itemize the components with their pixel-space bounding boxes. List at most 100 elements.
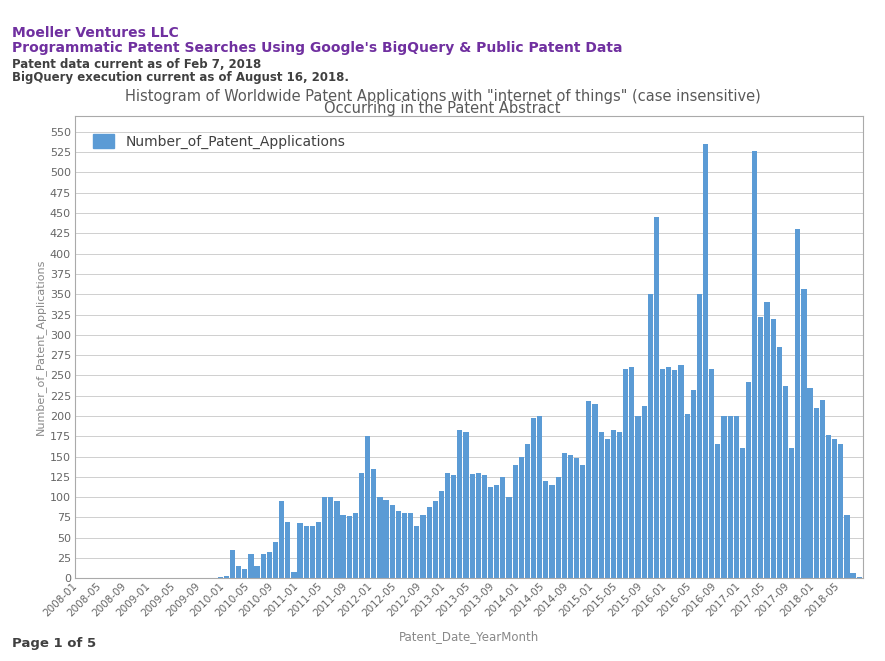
Bar (795, 229, 800, 578)
Bar (260, 554, 266, 578)
Text: Patent data current as of Feb 7, 2018: Patent data current as of Feb 7, 2018 (12, 58, 261, 71)
Bar (451, 475, 457, 578)
Bar (642, 407, 647, 578)
Bar (445, 473, 450, 578)
Bar (783, 386, 788, 578)
Bar (746, 382, 751, 578)
Bar (611, 430, 616, 578)
Bar (439, 490, 444, 578)
Bar (598, 432, 604, 578)
Text: Moeller Ventures LLC: Moeller Ventures LLC (12, 26, 178, 40)
Bar (673, 369, 678, 578)
Bar (550, 485, 555, 578)
Bar (402, 514, 407, 578)
Bar (586, 401, 591, 578)
Bar (377, 497, 382, 578)
Bar (629, 368, 635, 578)
Bar (408, 514, 413, 578)
Bar (464, 432, 468, 578)
Bar (727, 416, 733, 578)
Bar (543, 481, 549, 578)
Bar (703, 144, 708, 578)
Bar (291, 572, 296, 578)
Bar (777, 347, 782, 578)
Text: Programmatic Patent Searches Using Google's BigQuery & Public Patent Data: Programmatic Patent Searches Using Googl… (12, 41, 622, 55)
Bar (427, 507, 432, 578)
Text: Occurring in the Patent Abstract: Occurring in the Patent Abstract (324, 101, 561, 116)
Bar (789, 449, 794, 578)
Bar (709, 369, 714, 578)
Bar (236, 566, 242, 578)
Bar (341, 515, 346, 578)
Bar (685, 414, 689, 578)
Bar (844, 515, 850, 578)
Bar (273, 542, 278, 578)
Bar (690, 390, 696, 578)
Bar (230, 550, 235, 578)
Text: Histogram of Worldwide Patent Applications with "internet of things" (case insen: Histogram of Worldwide Patent Applicatio… (125, 89, 760, 104)
Bar (347, 516, 352, 578)
Bar (838, 444, 843, 578)
Bar (249, 554, 253, 578)
Bar (353, 514, 358, 578)
Bar (635, 416, 641, 578)
Bar (568, 455, 573, 578)
Text: BigQuery execution current as of August 16, 2018.: BigQuery execution current as of August … (12, 71, 349, 84)
Bar (285, 522, 290, 578)
Bar (500, 477, 505, 578)
Bar (519, 457, 524, 578)
Bar (304, 525, 309, 578)
Bar (857, 577, 862, 578)
Bar (617, 432, 622, 578)
Bar (383, 500, 389, 578)
Bar (458, 430, 463, 578)
Bar (807, 387, 812, 578)
Bar (525, 444, 530, 578)
Bar (537, 416, 543, 578)
Bar (420, 515, 426, 578)
Bar (556, 477, 561, 578)
Bar (850, 572, 856, 578)
Bar (592, 404, 597, 578)
Bar (666, 368, 672, 578)
Bar (359, 473, 364, 578)
Bar (389, 505, 395, 578)
Bar (734, 416, 739, 578)
Bar (297, 523, 303, 578)
Bar (316, 522, 321, 578)
Bar (322, 497, 327, 578)
Bar (715, 444, 720, 578)
Bar (679, 365, 683, 578)
Legend: Number_of_Patent_Applications: Number_of_Patent_Applications (82, 123, 356, 160)
Bar (740, 449, 745, 578)
Bar (512, 465, 518, 578)
Bar (396, 511, 401, 578)
Bar (494, 485, 499, 578)
Bar (506, 497, 512, 578)
Bar (580, 465, 585, 578)
Bar (660, 369, 666, 578)
Bar (470, 475, 474, 578)
Bar (765, 302, 770, 578)
Bar (813, 408, 819, 578)
Bar (266, 553, 272, 578)
Bar (820, 400, 825, 578)
Bar (242, 568, 248, 578)
Text: Page 1 of 5: Page 1 of 5 (12, 637, 96, 650)
Bar (758, 317, 764, 578)
Bar (414, 525, 419, 578)
Bar (279, 501, 284, 578)
Bar (475, 473, 481, 578)
Bar (562, 453, 567, 578)
Bar (371, 469, 376, 578)
Bar (771, 319, 776, 578)
Bar (488, 486, 493, 578)
Bar (604, 439, 610, 578)
Bar (224, 576, 229, 578)
Bar (481, 475, 487, 578)
Bar (255, 566, 259, 578)
Bar (752, 151, 758, 578)
Bar (648, 294, 653, 578)
Bar (654, 217, 659, 578)
Bar (801, 290, 806, 578)
